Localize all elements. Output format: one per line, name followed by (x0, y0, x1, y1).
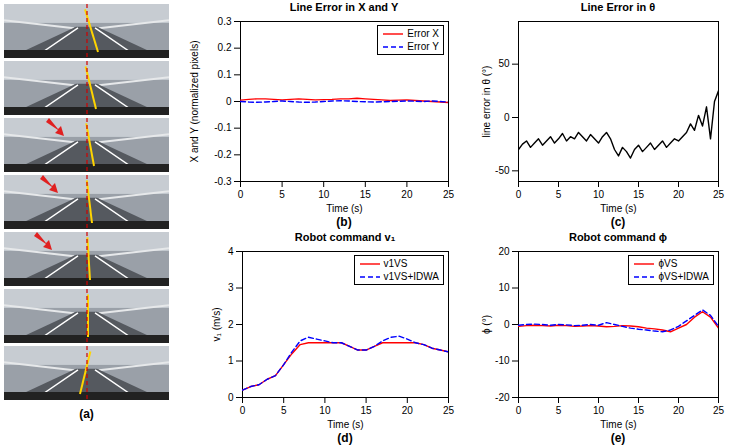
svg-text:5: 5 (281, 405, 287, 416)
svg-text:20: 20 (498, 246, 510, 257)
svg-text:0: 0 (516, 405, 522, 416)
svg-text:Time (s): Time (s) (600, 419, 636, 430)
html-text:Line Error in X and Y: Line Error in X and Y (289, 1, 399, 13)
svg-text:ϕ (°): ϕ (°) (481, 315, 492, 334)
svg-text:20: 20 (673, 405, 685, 416)
svg-text:0: 0 (504, 319, 510, 330)
html-text:v1VS: v1VS (383, 258, 408, 269)
svg-text:v₁ (m/s): v₁ (m/s) (211, 308, 222, 342)
html-text:Error X: Error X (407, 28, 439, 39)
html-text:Robot command ϕ: Robot command ϕ (569, 231, 667, 243)
svg-text:4: 4 (228, 246, 234, 257)
html-text:(d): (d) (337, 431, 353, 445)
svg-text:15: 15 (360, 189, 372, 200)
svg-text:0: 0 (240, 405, 246, 416)
svg-text:10: 10 (593, 405, 605, 416)
svg-text:0.3: 0.3 (218, 16, 232, 27)
svg-text:0: 0 (226, 96, 232, 107)
svg-text:2: 2 (228, 319, 234, 330)
svg-text:0: 0 (228, 392, 234, 403)
html-text:(a): (a) (79, 407, 94, 421)
svg-text:25: 25 (713, 405, 725, 416)
svg-text:0.1: 0.1 (218, 69, 232, 80)
svg-text:10: 10 (318, 189, 330, 200)
svg-text:0: 0 (504, 112, 510, 123)
svg-text:0: 0 (516, 189, 522, 200)
html-text:ϕVS+IDWA: ϕVS+IDWA (658, 271, 709, 282)
svg-text:0: 0 (238, 189, 244, 200)
html-text:ϕVS: ϕVS (658, 258, 678, 269)
svg-text:25: 25 (443, 189, 455, 200)
html-text:(b): (b) (336, 215, 352, 229)
svg-text:-50: -50 (495, 165, 510, 176)
svg-text:3: 3 (228, 282, 234, 293)
svg-text:20: 20 (402, 405, 414, 416)
svg-text:-0.1: -0.1 (214, 122, 232, 133)
svg-text:5: 5 (556, 189, 562, 200)
svg-text:-0.2: -0.2 (214, 149, 232, 160)
svg-text:15: 15 (633, 189, 645, 200)
html-text:Line Error in θ: Line Error in θ (580, 1, 656, 13)
html-text:Error Y: Error Y (407, 41, 439, 52)
svg-text:20: 20 (673, 189, 685, 200)
svg-text:0.2: 0.2 (218, 42, 232, 53)
svg-text:Time (s): Time (s) (326, 203, 362, 214)
html-text:(c): (c) (610, 215, 626, 229)
html-text:Robot command v₁: Robot command v₁ (294, 231, 396, 243)
svg-text:5: 5 (279, 189, 285, 200)
svg-text:line error in θ (°): line error in θ (°) (481, 66, 492, 138)
svg-text:25: 25 (713, 189, 725, 200)
svg-text:20: 20 (401, 189, 413, 200)
svg-text:Time (s): Time (s) (600, 203, 636, 214)
svg-text:15: 15 (633, 405, 645, 416)
svg-text:-0.3: -0.3 (214, 176, 232, 187)
svg-text:10: 10 (498, 282, 510, 293)
svg-text:25: 25 (443, 405, 455, 416)
svg-text:X and Y (normalized pixels): X and Y (normalized pixels) (189, 41, 200, 163)
svg-text:1: 1 (228, 355, 234, 366)
svg-text:5: 5 (556, 405, 562, 416)
svg-text:15: 15 (361, 405, 373, 416)
svg-text:10: 10 (319, 405, 331, 416)
svg-text:50: 50 (498, 58, 510, 69)
html-text:(e): (e) (610, 431, 626, 445)
html-text:v1VS+IDWA: v1VS+IDWA (383, 271, 439, 282)
svg-text:Time (s): Time (s) (327, 419, 363, 430)
svg-text:10: 10 (593, 189, 605, 200)
svg-text:-20: -20 (495, 392, 510, 403)
svg-text:-10: -10 (495, 355, 510, 366)
